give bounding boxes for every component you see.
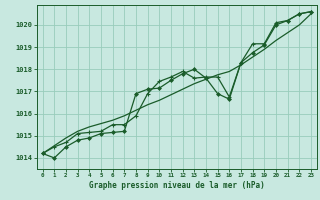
- X-axis label: Graphe pression niveau de la mer (hPa): Graphe pression niveau de la mer (hPa): [89, 181, 265, 190]
